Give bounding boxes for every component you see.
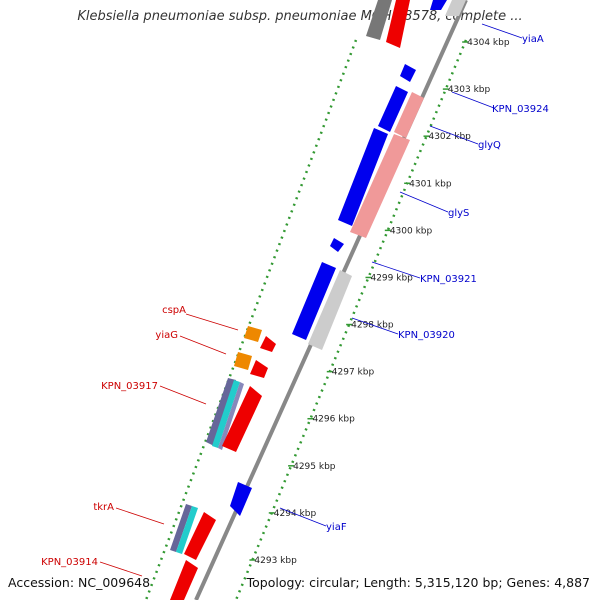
gene-cspA-red[interactable]	[260, 336, 276, 352]
leader-KPN-03917	[159, 385, 207, 405]
gene-yiaG-red[interactable]	[250, 360, 268, 378]
leader-tkrA	[115, 507, 165, 525]
gene-KPN-03920[interactable]	[292, 262, 336, 340]
tick-dot-lines	[144, 39, 468, 600]
label-glyQ[interactable]: glyQ	[478, 140, 501, 151]
scale-tick-label: 4293 kbp	[254, 556, 297, 566]
gene-yiaF[interactable]	[230, 482, 252, 516]
reverse-genes	[170, 0, 410, 600]
gene-small-4303[interactable]	[400, 64, 416, 82]
leader-yiaF	[279, 507, 327, 527]
gene-yiaG-orange[interactable]	[234, 352, 252, 370]
cds-top-grey	[366, 0, 392, 40]
gene-glyQ[interactable]	[338, 128, 388, 226]
label-leaders	[99, 23, 523, 577]
map-title: Klebsiella pneumoniae subsp. pneumoniae …	[77, 9, 523, 24]
cds-yiaA	[445, 0, 466, 16]
scale-tick-label: 4296 kbp	[312, 415, 355, 425]
scale-tick-label: 4304 kbp	[467, 38, 510, 48]
cds-glyS	[350, 134, 410, 238]
leader-glyS	[399, 191, 449, 213]
label-yiaG[interactable]: yiaG	[155, 330, 178, 341]
scale-tick-label: 4303 kbp	[448, 85, 491, 95]
leader-KPN-03924	[451, 91, 495, 109]
gene-KPN-03917-red[interactable]	[222, 386, 262, 452]
label-cspA[interactable]: cspA	[162, 305, 186, 316]
label-KPN-03921[interactable]: KPN_03921	[420, 274, 477, 285]
gene-tkrA-red[interactable]	[184, 512, 216, 560]
gene-tkrA-cyan[interactable]	[176, 506, 198, 554]
scale-tick-label: 4300 kbp	[390, 226, 433, 236]
label-tkrA[interactable]: tkrA	[93, 502, 114, 513]
gene-yiaA[interactable]	[430, 0, 447, 10]
gene-KPN-03917-stripe[interactable]	[218, 382, 244, 450]
gene-KPN-03917-purple[interactable]	[206, 378, 236, 446]
gene-top-red[interactable]	[386, 0, 410, 48]
leader-KPN-03920	[351, 317, 399, 335]
scale-tick-label: 4299 kbp	[370, 273, 413, 283]
scale-tick-label: 4295 kbp	[293, 462, 336, 472]
scale-tick-label: 4302 kbp	[428, 132, 471, 142]
inner-tick-dotline	[144, 39, 358, 600]
genome-summary: Topology: circular; Length: 5,315,120 bp…	[246, 575, 590, 590]
accession-label: Accession: NC_009648	[8, 575, 151, 590]
label-KPN-03914[interactable]: KPN_03914	[41, 557, 98, 568]
gene-small-4300[interactable]	[330, 238, 344, 252]
outer-tick-dotline	[234, 39, 468, 600]
gene-KPN-03917-cyan[interactable]	[212, 380, 240, 448]
label-yiaA[interactable]: yiaA	[522, 34, 544, 45]
scale-tick-label: 4297 kbp	[332, 368, 375, 378]
label-KPN-03917[interactable]: KPN_03917	[101, 381, 158, 392]
gene-labels: yiaA KPN_03924 glyQ glyS KPN_03921 KPN_0…	[41, 34, 549, 568]
label-yiaF[interactable]: yiaF	[326, 522, 347, 533]
scale-tick-label: 4301 kbp	[409, 179, 452, 189]
leader-KPN-03914	[99, 561, 143, 577]
leader-KPN-03921	[371, 261, 421, 279]
gene-tkrA-purple[interactable]	[170, 504, 192, 552]
leader-glyQ	[429, 125, 479, 145]
forward-genes	[230, 0, 466, 516]
cds-KPN-03920	[308, 270, 352, 350]
leader-yiaA	[481, 23, 523, 39]
gene-cspA-orange[interactable]	[244, 326, 262, 342]
gene-KPN-03914-red[interactable]	[170, 560, 198, 600]
label-KPN-03920[interactable]: KPN_03920	[398, 330, 455, 341]
cds-KPN-03924	[394, 92, 424, 138]
label-glyS[interactable]: glyS	[448, 208, 469, 219]
label-KPN-03924[interactable]: KPN_03924	[492, 104, 549, 115]
leader-yiaG	[179, 335, 227, 355]
gene-KPN-03924[interactable]	[378, 86, 408, 132]
leader-cspA	[185, 313, 239, 331]
